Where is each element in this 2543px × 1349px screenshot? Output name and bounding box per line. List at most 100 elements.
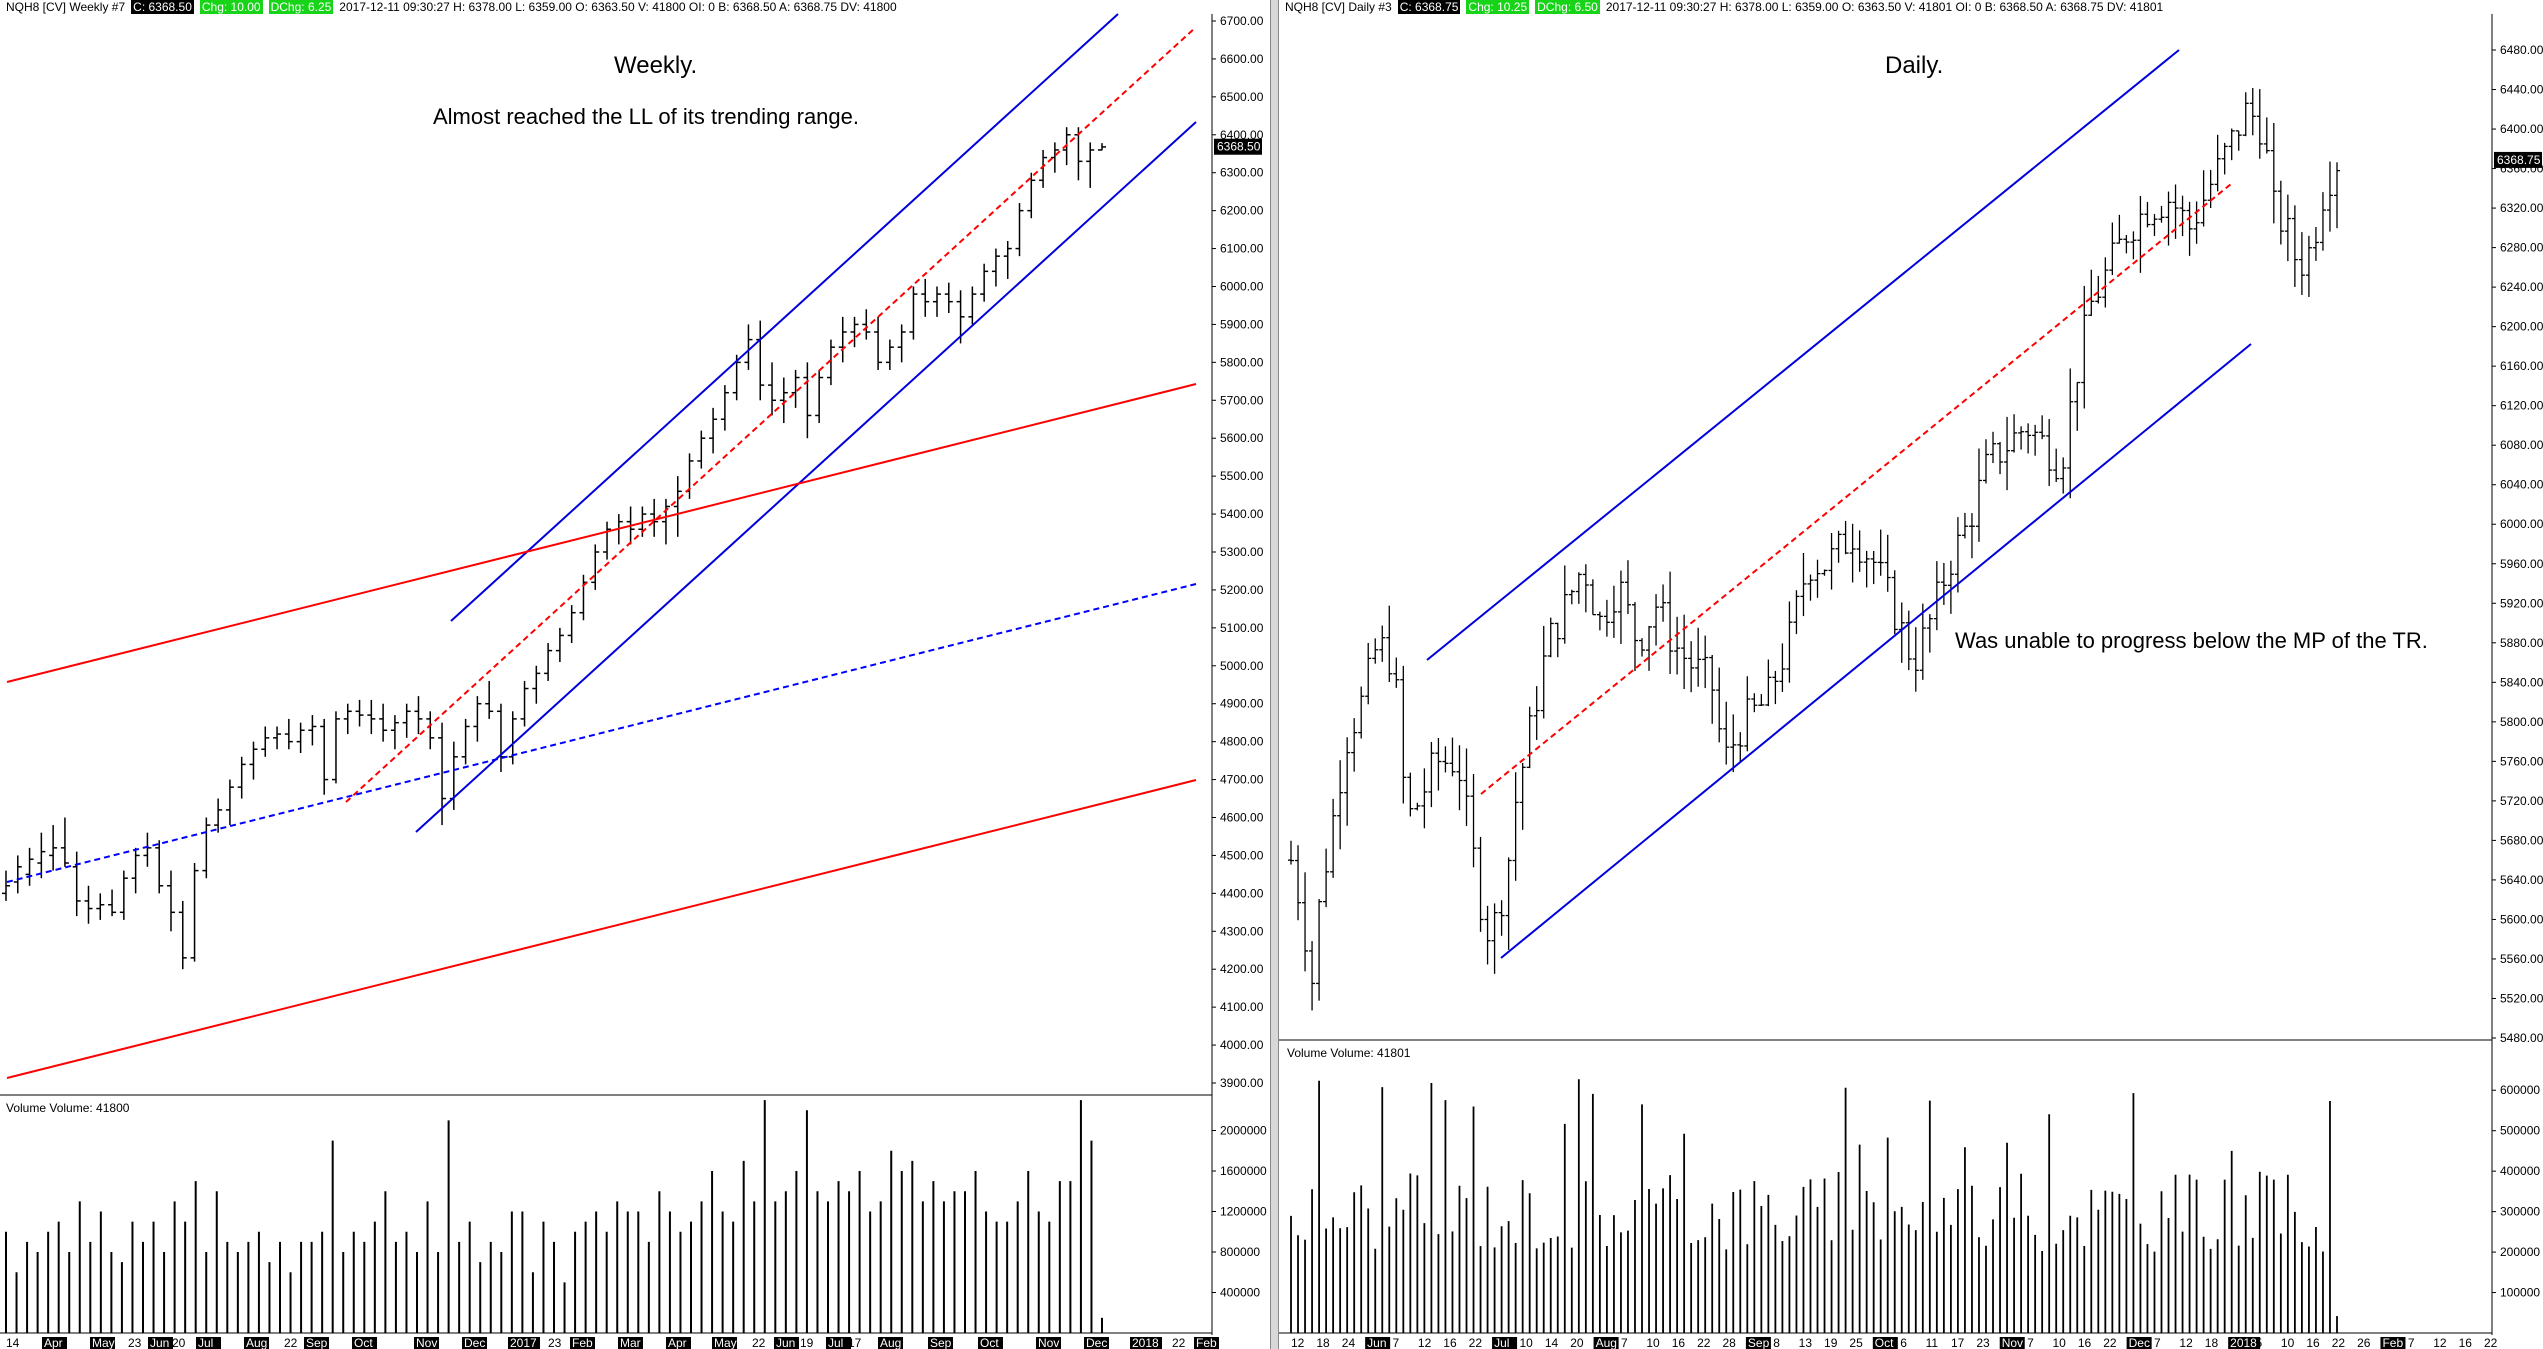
- daily-x-label-box: [2126, 1337, 2152, 1349]
- weekly-x-label: 2018: [1132, 1336, 1159, 1349]
- weekly-ohlc-bar: [532, 665, 541, 704]
- weekly-ohlc-bar: [72, 851, 81, 917]
- daily-ohlc-bar: [2200, 170, 2207, 227]
- weekly-x-label-box: [1084, 1337, 1109, 1349]
- daily-x-label: Feb: [2382, 1336, 2403, 1349]
- weekly-ohlc-bar: [650, 498, 659, 537]
- daily-ohlc-bar: [1772, 670, 1779, 705]
- daily-ohlc-bar: [2109, 222, 2116, 276]
- daily-ohlc-bar: [1540, 625, 1547, 719]
- daily-volume-tick-label: 200000: [2500, 1245, 2540, 1259]
- daily-ohlc-bar: [2074, 381, 2081, 431]
- daily-y-tick-label: 6000.00: [2500, 517, 2543, 531]
- daily-x-label: 22: [1697, 1336, 1711, 1349]
- daily-ohlc-bar: [1295, 845, 1302, 921]
- weekly-ohlc-bar: [402, 703, 411, 738]
- daily-ohlc-bar: [2081, 285, 2088, 409]
- weekly-x-label-box: [462, 1337, 487, 1349]
- daily-y-tick-label: 5960.00: [2500, 557, 2543, 571]
- daily-x-label: Dec: [2129, 1336, 2150, 1349]
- daily-x-label: 26: [2357, 1336, 2371, 1349]
- daily-ohlc-bar: [1828, 532, 1835, 590]
- daily-ohlc-bar: [1884, 534, 1891, 592]
- weekly-ohlc-bar: [414, 696, 423, 735]
- weekly-x-label-box: [978, 1337, 1003, 1349]
- panel-divider[interactable]: [1270, 0, 1279, 1349]
- weekly-x-label-box: [826, 1337, 851, 1349]
- daily-ohlc-bar: [2102, 257, 2109, 308]
- weekly-x-label-box: [304, 1337, 329, 1349]
- weekly-ohlc-bar: [756, 320, 765, 401]
- daily-chart-panel[interactable]: NQH8 [CV] Daily #3 C: 6368.75 Chg: 10.25 DC…: [1279, 0, 2543, 1349]
- weekly-chart-svg: 3900.00 4000.00 4100.00 4200.00 4300.00 4400.…: [0, 13, 1267, 1349]
- daily-y-tick-label: 6480.00: [2500, 43, 2543, 57]
- daily-x-label-box: [2380, 1337, 2406, 1349]
- weekly-ohlc-bar: [779, 377, 788, 424]
- weekly-x-label: Jul: [198, 1336, 213, 1349]
- daily-ohlc-bar: [1344, 737, 1351, 826]
- weekly-y-tick-label: 4100.00: [1220, 1000, 1264, 1014]
- weekly-y-tick-label: 5000.00: [1220, 659, 1264, 673]
- weekly-ohlc-bar: [555, 627, 564, 662]
- weekly-y-tick-label: 5500.00: [1220, 469, 1264, 483]
- weekly-x-label-box: [878, 1337, 903, 1349]
- weekly-x-label: Dec: [464, 1336, 485, 1349]
- daily-x-label: 14: [1545, 1336, 1559, 1349]
- weekly-header: NQH8 [CV] Weekly #7 C: 6368.50 Chg: 10.00 D…: [6, 0, 903, 14]
- daily-ohlc-bar: [1667, 571, 1674, 674]
- weekly-volume-tick-label: 400000: [1220, 1286, 1260, 1300]
- weekly-ohlc-bar: [520, 680, 529, 727]
- weekly-ohlc-bar: [214, 798, 223, 833]
- weekly-ohlc-bar: [850, 316, 859, 348]
- daily-header: NQH8 [CV] Daily #3 C: 6368.75 Chg: 10.25 DC…: [1285, 0, 2169, 14]
- daily-x-label: 6: [1900, 1336, 1907, 1349]
- weekly-ohlc-bar: [496, 703, 505, 772]
- weekly-x-label: 22: [752, 1336, 766, 1349]
- daily-annotation: Was unable to progress below the MP of t…: [1955, 628, 2428, 653]
- daily-ohlc-bar: [1372, 638, 1379, 664]
- weekly-y-tick-label: 6000.00: [1220, 280, 1264, 294]
- weekly-x-label: Oct: [980, 1336, 999, 1349]
- weekly-ohlc-bar: [1098, 143, 1106, 151]
- weekly-x-label-box: [712, 1337, 737, 1349]
- daily-ohlc-bar: [1477, 836, 1484, 932]
- weekly-volume-label: Volume Volume: 41800: [6, 1101, 130, 1115]
- weekly-ohlc-bar: [603, 521, 612, 560]
- daily-ohlc-bar: [1786, 601, 1793, 683]
- daily-x-label: Aug: [1596, 1336, 1617, 1349]
- weekly-y-tick-label: 5700.00: [1220, 393, 1264, 407]
- daily-ohlc-bar: [1505, 857, 1512, 950]
- weekly-ohlc-bar: [768, 362, 777, 416]
- daily-ohlc-bar: [2144, 202, 2151, 228]
- daily-ohlc-bar: [1870, 550, 1877, 585]
- weekly-ohlc-bar: [1086, 142, 1095, 188]
- daily-ohlc-bar: [2137, 195, 2144, 273]
- daily-x-label: 2018: [2230, 1336, 2257, 1349]
- weekly-y-tick-label: 4600.00: [1220, 811, 1264, 825]
- weekly-ohlc-bar: [661, 498, 670, 545]
- weekly-ohlc-bar: [13, 855, 22, 894]
- daily-ohlc-bar: [1723, 701, 1730, 765]
- weekly-big-channel-upper: [6, 383, 1197, 683]
- daily-x-label: 8: [1773, 1336, 1780, 1349]
- weekly-ohlc-bar: [803, 362, 812, 439]
- daily-y-tick-label: 5880.00: [2500, 636, 2543, 650]
- daily-ohlc-bar: [1365, 642, 1372, 705]
- daily-ohlc-bar: [2032, 424, 2039, 456]
- daily-ohlc-bar: [2088, 269, 2095, 316]
- daily-ohlc-bar: [1961, 512, 1968, 539]
- weekly-x-label: 14: [6, 1336, 20, 1349]
- weekly-ohlc-bar: [1027, 172, 1036, 219]
- weekly-ohlc-bar: [508, 711, 517, 765]
- daily-x-label: 24: [1342, 1336, 1356, 1349]
- weekly-ohlc-bar: [37, 832, 46, 879]
- weekly-ohlc-bar: [273, 726, 282, 750]
- weekly-chart-panel[interactable]: NQH8 [CV] Weekly #7 C: 6368.50 Chg: 10.00 D…: [0, 0, 1270, 1349]
- weekly-ohlc-bar: [473, 696, 482, 742]
- daily-x-label: Jul: [1494, 1336, 1509, 1349]
- daily-ohlc-bar: [2228, 128, 2235, 161]
- daily-x-label-box: [1872, 1337, 1898, 1349]
- daily-y-tick-label: 5480.00: [2500, 1031, 2543, 1045]
- weekly-ohlc-bar: [1003, 240, 1012, 279]
- daily-ohlc-bar: [1737, 732, 1744, 763]
